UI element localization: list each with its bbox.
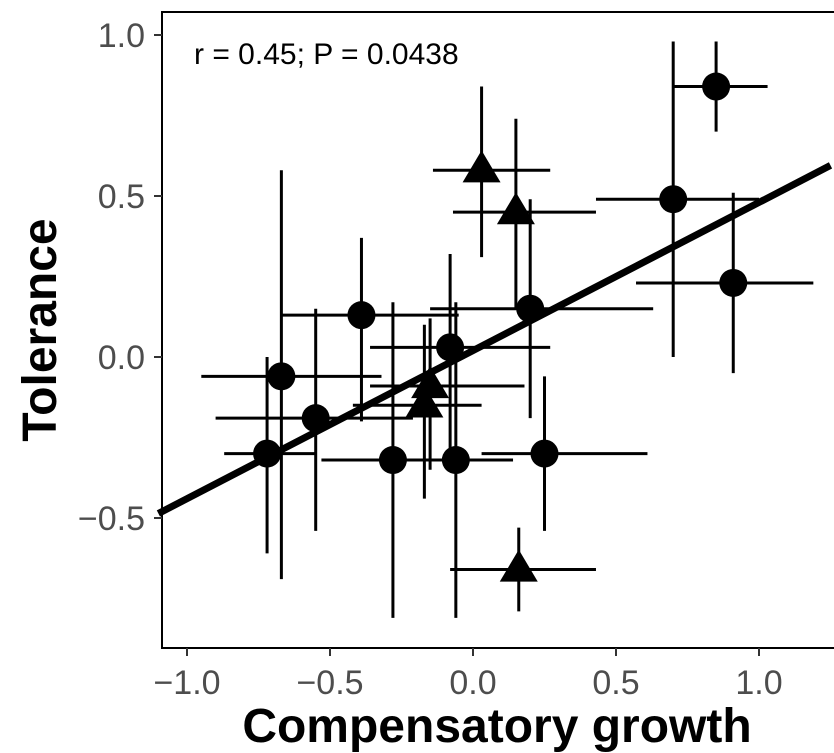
triangle-point [462,150,501,183]
circle-point [253,439,282,468]
y-axis-title: Tolerance [14,218,67,441]
triangle-point [411,366,450,399]
y-tick-label: 0.5 [98,178,145,216]
x-tick-label: 0.5 [592,664,639,702]
circle-point [378,446,407,475]
circle-point [702,72,731,101]
triangle-point [499,549,538,582]
circle-point [719,268,748,297]
plot-panel-border [161,11,834,649]
y-tick-label: −0.5 [78,500,145,538]
circle-point [347,301,376,330]
axis-ticks: −1.0 −0.5 0.0 0.5 1.0 −0.5 0.0 0.5 1.0 [78,17,783,702]
x-axis-title: Compensatory growth [242,700,751,753]
circle-point [530,439,559,468]
triangle-point [405,385,444,418]
stats-annotation: r = 0.45; P = 0.0438 [194,38,459,71]
x-tick-label: −0.5 [296,664,363,702]
circle-point [516,294,545,323]
y-tick-label: 0.0 [98,339,145,377]
triangle-point [496,192,535,225]
circle-point [659,185,688,214]
x-tick-label: −1.0 [153,664,220,702]
y-tick-label: 1.0 [98,17,145,55]
circle-point [301,404,330,433]
x-tick-label: 0.0 [449,664,496,702]
circle-point [436,333,465,362]
circle-point [267,362,296,391]
circle-point [441,446,470,475]
plot-marks [156,41,833,618]
x-tick-label: 1.0 [735,664,782,702]
